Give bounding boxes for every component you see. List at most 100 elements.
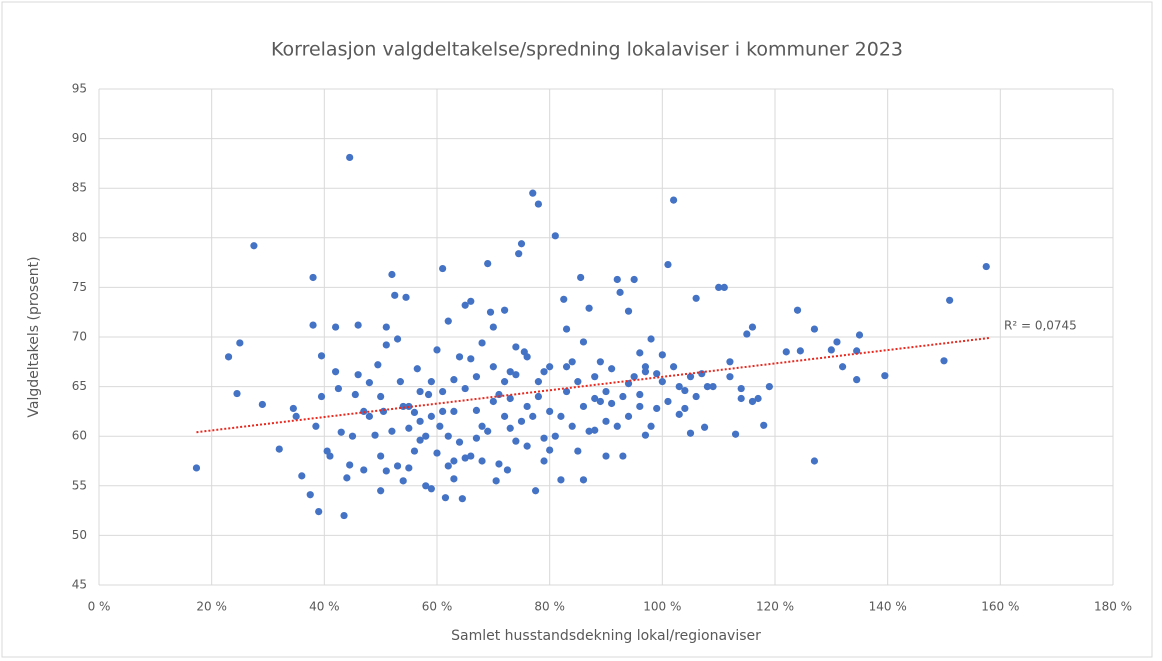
scatter-point [306, 491, 314, 499]
scatter-point [379, 407, 388, 415]
scatter-point [602, 452, 610, 460]
scatter-point [523, 442, 531, 450]
scatter-point [382, 467, 390, 475]
scatter-point [506, 368, 514, 376]
scatter-point [698, 370, 706, 378]
scatter-point [250, 242, 258, 250]
x-tick-label: 120 % [756, 600, 794, 614]
scatter-point [577, 273, 585, 282]
scatter-point [292, 412, 300, 420]
scatter-point [444, 317, 452, 325]
scatter-point [833, 338, 841, 346]
scatter-point [619, 452, 627, 460]
scatter-point [399, 477, 407, 485]
scatter-point [396, 378, 404, 386]
scatter-point [664, 260, 672, 269]
scatter-point [444, 462, 452, 470]
scatter-point [613, 422, 621, 430]
scatter-point [422, 432, 430, 440]
scatter-point [377, 487, 385, 495]
scatter-point [455, 438, 464, 446]
scatter-point [534, 392, 543, 401]
scatter-point [540, 434, 548, 442]
scatter-point [399, 402, 407, 411]
scatter-point [450, 475, 458, 483]
scatter-point [312, 422, 320, 430]
scatter-point [636, 402, 644, 411]
y-tick-label: 85 [72, 181, 87, 195]
scatter-point [681, 404, 689, 413]
scatter-point [410, 408, 419, 416]
chart-title: Korrelasjon valgdeltakelse/spredning lok… [271, 39, 903, 61]
scatter-point [472, 406, 481, 415]
scatter-point [703, 383, 712, 391]
scatter-point [332, 323, 340, 331]
x-tick-label: 0 % [88, 600, 111, 614]
scatter-point [506, 424, 514, 432]
scatter-point [467, 297, 475, 305]
x-tick-label: 40 % [309, 600, 340, 614]
scatter-point [591, 373, 599, 381]
scatter-point [478, 422, 486, 430]
scatter-point [726, 358, 734, 366]
scatter-point [334, 384, 343, 393]
scatter-point [413, 365, 421, 373]
scatter-point [546, 407, 554, 415]
scatter-point [515, 250, 523, 258]
scatter-point [444, 432, 452, 440]
scatter-point [337, 428, 345, 436]
scatter-point [315, 507, 323, 516]
scatter-point [585, 427, 593, 435]
scatter-point [670, 363, 678, 371]
scatter-point [562, 363, 571, 371]
scatter-point [377, 452, 385, 460]
scatter-point [853, 376, 861, 384]
scatter-point [700, 423, 709, 431]
scatter-point [461, 301, 469, 309]
scatter-point [608, 365, 616, 373]
scatter-point [275, 445, 283, 453]
scatter-point [478, 339, 486, 347]
x-tick-label: 60 % [422, 600, 453, 614]
scatter-point [641, 363, 650, 371]
scatter-point [675, 410, 683, 418]
scatter-point [405, 464, 413, 472]
scatter-point [810, 457, 819, 465]
scatter-point [427, 412, 435, 420]
scatter-point [484, 427, 492, 435]
scatter-point [441, 494, 450, 502]
y-tick-label: 45 [72, 578, 87, 592]
scatter-point [492, 477, 500, 485]
scatter-point [348, 432, 357, 440]
scatter-point [624, 412, 633, 420]
scatter-point [681, 386, 689, 395]
scatter-point [523, 402, 531, 411]
scatter-point [686, 373, 695, 381]
scatter-point [309, 321, 317, 329]
scatter-point [436, 422, 444, 430]
scatter-point [416, 436, 424, 444]
scatter-point [765, 383, 773, 391]
scatter-point [343, 474, 351, 482]
scatter-point [371, 431, 379, 439]
scatter-point [365, 379, 373, 387]
scatter-point [579, 476, 588, 484]
x-tick-label: 140 % [869, 600, 907, 614]
scatter-point [827, 346, 835, 354]
scatter-point [602, 387, 610, 396]
scatter-point [472, 373, 481, 381]
scatter-point [495, 390, 503, 399]
scatter-point [346, 153, 354, 162]
scatter-point [557, 476, 565, 484]
scatter-point [365, 412, 373, 420]
scatter-point [534, 200, 543, 208]
scatter-point [461, 384, 469, 393]
scatter-point [647, 422, 655, 430]
y-tick-label: 55 [72, 478, 87, 492]
scatter-point [467, 452, 475, 460]
scatter-point [531, 487, 540, 495]
scatter-point [579, 338, 588, 346]
scatter-point [489, 363, 497, 371]
scatter-point [692, 392, 700, 401]
scatter-point [591, 426, 599, 434]
